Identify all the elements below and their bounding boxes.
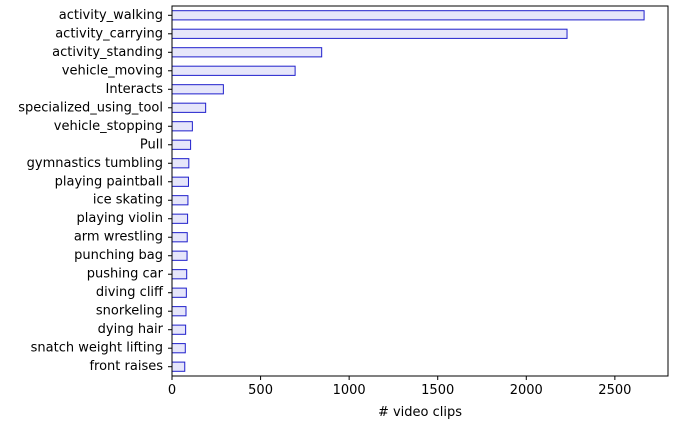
category-labels: activity_walking activity_carryingactivit… <box>18 8 164 374</box>
bar-snatch-weight-lifting <box>171 343 186 354</box>
bar-pull <box>171 139 192 150</box>
y-tick-label: activity_walking <box>59 8 163 23</box>
x-tick-label: 2000 <box>510 383 543 398</box>
y-tick-label: snorkeling <box>96 304 163 319</box>
bar-playing-paintball <box>171 176 189 187</box>
y-tick-label: punching bag <box>74 248 163 263</box>
bar-vehicle-stopping <box>171 121 193 132</box>
y-tick-label: ice skating <box>93 193 163 208</box>
bar-activity-walking <box>171 10 645 21</box>
y-tick-label: diving cliff <box>96 285 164 300</box>
y-tick-label: activity_carrying <box>55 26 163 41</box>
y-tick-label: Pull <box>140 137 163 152</box>
y-tick-label: Interacts <box>106 82 164 97</box>
bar-gymnastics-tumbling <box>171 158 190 169</box>
x-tick-label: 0 <box>168 383 176 398</box>
y-tick-label: pushing car <box>87 267 164 282</box>
y-tick-label: front raises <box>89 359 163 374</box>
bar-punching-bag <box>171 250 188 261</box>
axes-frame <box>171 5 669 377</box>
bar-playing-violin <box>171 213 189 224</box>
y-tick-label: arm wrestling <box>74 230 163 245</box>
bar-front-raises <box>171 361 186 372</box>
y-tick-label: vehicle_stopping <box>54 119 163 134</box>
ticks: 0 500 1000 1500 2000 2500 <box>168 14 631 398</box>
y-tick-label: playing violin <box>77 211 163 226</box>
y-tick-label: playing paintball <box>55 174 163 189</box>
bar-ice-skating <box>171 195 189 206</box>
bars <box>171 10 645 372</box>
bar-specialized-using-tool <box>171 102 207 113</box>
x-tick-label: 1000 <box>333 383 366 398</box>
x-tick-label: 1500 <box>421 383 454 398</box>
x-tick-label: 2500 <box>598 383 631 398</box>
x-tick-label: 500 <box>248 383 273 398</box>
bar-pushing-car <box>171 269 188 280</box>
bar-diving-cliff <box>171 287 187 298</box>
y-tick-label: gymnastics tumbling <box>27 156 163 171</box>
bar-dying-hair <box>171 324 187 335</box>
bar-interacts <box>171 84 224 95</box>
y-tick-label: specialized_using_tool <box>18 100 163 115</box>
bar-vehicle-moving <box>171 65 296 76</box>
bar-activity-standing <box>171 47 323 58</box>
y-tick-label: dying hair <box>98 322 164 337</box>
y-tick-label: activity_standing <box>52 45 163 60</box>
y-tick-label: snatch weight lifting <box>31 341 163 356</box>
y-tick-label: vehicle_moving <box>62 63 163 78</box>
bar-arm-wrestling <box>171 232 188 243</box>
x-axis-label: # video clips <box>378 405 462 420</box>
bar-activity-carrying <box>171 28 568 39</box>
bar-snorkeling <box>171 306 187 317</box>
